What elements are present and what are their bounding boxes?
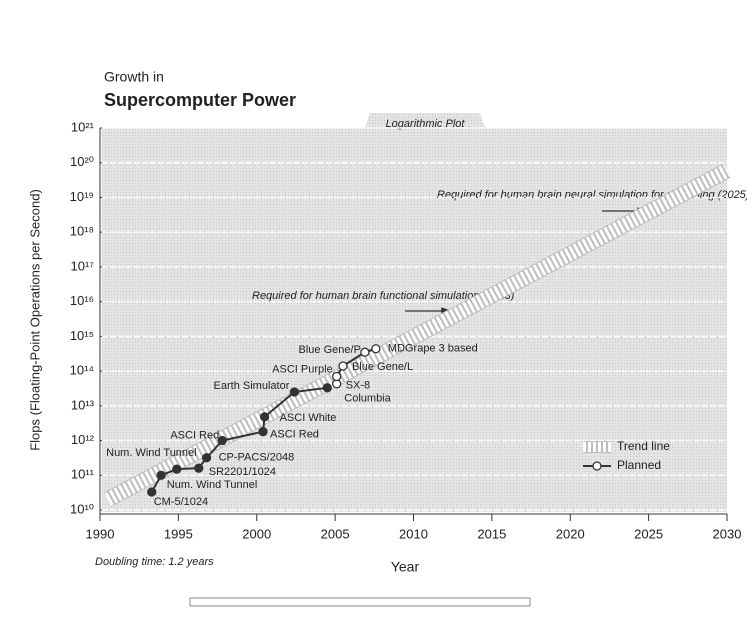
- data-point: [201, 453, 212, 463]
- y-tick-label: 10¹⁶: [70, 293, 94, 308]
- point-label: ASCI Red: [270, 429, 319, 441]
- y-tick-label: 10¹¹: [71, 467, 95, 482]
- plot-tab: [365, 113, 485, 128]
- data-point: [289, 387, 300, 397]
- point-label: Blue Gene/P: [299, 344, 361, 356]
- y-tick-label: 10¹⁸: [70, 224, 94, 239]
- x-tick-label: 2005: [321, 526, 350, 541]
- data-point: [371, 344, 381, 354]
- data-point: [147, 487, 157, 497]
- x-tick-label: 2025: [634, 526, 663, 541]
- y-tick-label: 10¹⁰: [70, 501, 94, 516]
- data-point: [194, 463, 204, 473]
- point-label: ASCI White: [280, 412, 337, 424]
- series-line: [150, 386, 328, 493]
- point-label: ASCI Red: [170, 429, 219, 441]
- x-tick-label: 1995: [164, 526, 193, 541]
- x-tick-label: 2030: [713, 526, 742, 541]
- y-tick-label: 10¹⁵: [70, 328, 94, 343]
- point-label: Num. Wind Tunnel: [167, 479, 257, 491]
- data-point: [156, 470, 166, 480]
- point-label: Columbia: [344, 393, 391, 405]
- data-point: [360, 347, 370, 357]
- point-label: Blue Gene/L: [352, 361, 413, 373]
- note: Doubling time: 1.2 years: [95, 556, 214, 568]
- data-point: [172, 464, 182, 474]
- data-point: [258, 427, 268, 437]
- point-label: MDGrape 3 based: [388, 343, 478, 355]
- y-tick-label: 10²⁰: [70, 154, 94, 169]
- point-label: ASCI Purple: [272, 363, 333, 375]
- data-point: [217, 435, 227, 446]
- legend-planned-marker: [592, 461, 602, 471]
- x-tick-label: 2000: [242, 526, 271, 541]
- y-tick-label: 10²¹: [71, 119, 95, 134]
- data-point: [259, 412, 270, 422]
- point-label: SX-8: [346, 380, 370, 392]
- x-tick-label: 1990: [86, 526, 115, 541]
- point-label: CM-5/1024: [154, 496, 208, 508]
- data-point: [322, 383, 332, 393]
- plot-label: Logarithmic Plot: [386, 118, 466, 130]
- point-label: SR2201/1024: [209, 466, 276, 478]
- decoration: [189, 597, 531, 607]
- trend-line: [104, 164, 731, 506]
- data-point: [332, 371, 342, 382]
- y-axis-label: Flops (Floating-Point Operations per Sec…: [27, 189, 42, 451]
- y-tick-label: 10¹³: [71, 397, 95, 412]
- chart-subtitle: Supercomputer Power: [104, 90, 296, 110]
- data-point: [338, 361, 348, 371]
- point-label: Earth Simulator: [214, 380, 290, 392]
- legend-label: Planned: [617, 458, 661, 472]
- y-tick-label: 10¹⁷: [71, 258, 95, 273]
- chart-title: Growth in: [104, 69, 164, 85]
- x-tick-label: 2020: [556, 526, 585, 541]
- legend-label: Trend line: [617, 439, 670, 453]
- x-tick-label: 2010: [399, 526, 428, 541]
- x-tick-label: 2015: [477, 526, 506, 541]
- y-tick-label: 10¹⁴: [70, 363, 94, 378]
- point-label: Num. Wind Tunnel: [106, 447, 196, 459]
- annotation: Required for human brain functional simu…: [252, 290, 515, 302]
- point-label: CP-PACS/2048: [219, 452, 295, 464]
- x-axis-label: Year: [391, 559, 420, 575]
- y-tick-label: 10¹²: [71, 432, 95, 447]
- y-tick-label: 10¹⁹: [70, 189, 94, 204]
